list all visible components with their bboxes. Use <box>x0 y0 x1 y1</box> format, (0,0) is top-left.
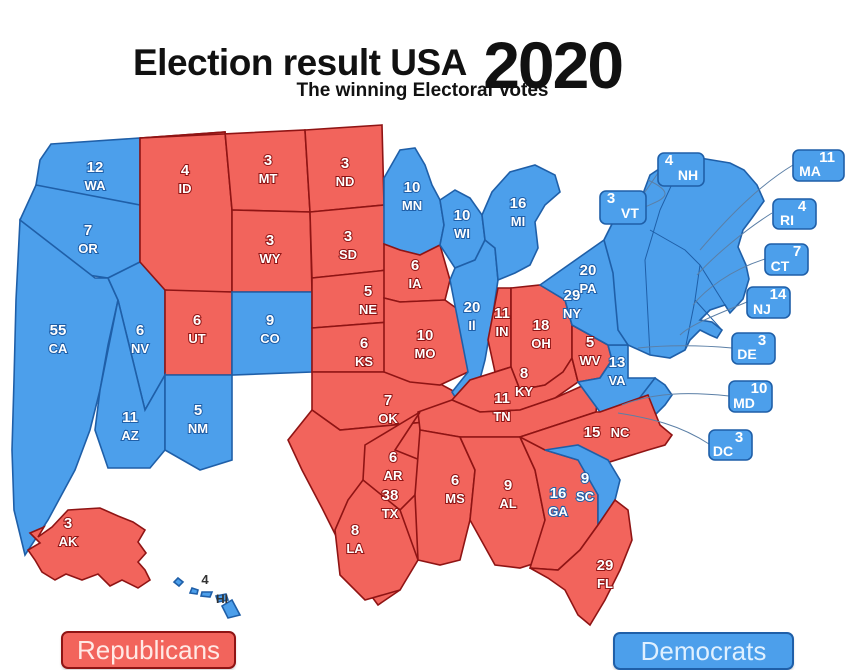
svg-text:AZ: AZ <box>121 428 138 443</box>
svg-text:3: 3 <box>344 228 352 245</box>
svg-text:NM: NM <box>188 421 208 436</box>
svg-text:6: 6 <box>193 312 201 329</box>
svg-text:VA: VA <box>608 373 626 388</box>
svg-text:6: 6 <box>389 449 397 466</box>
svg-text:11: 11 <box>819 149 835 166</box>
svg-text:29: 29 <box>564 287 581 304</box>
svg-text:12: 12 <box>87 159 104 176</box>
svg-text:7: 7 <box>384 392 392 409</box>
svg-text:NH: NH <box>678 167 698 183</box>
svg-text:AR: AR <box>384 468 403 483</box>
svg-text:MD: MD <box>733 395 755 411</box>
svg-text:SD: SD <box>339 247 357 262</box>
svg-text:7: 7 <box>793 243 801 260</box>
svg-text:20: 20 <box>580 262 597 279</box>
svg-text:5: 5 <box>194 402 202 419</box>
svg-text:10: 10 <box>404 179 421 196</box>
svg-text:3: 3 <box>735 429 743 446</box>
svg-text:AL: AL <box>499 496 516 511</box>
svg-text:MI: MI <box>511 214 525 229</box>
svg-text:9: 9 <box>266 312 274 329</box>
svg-text:HI: HI <box>216 592 228 606</box>
svg-text:WI: WI <box>454 226 470 241</box>
svg-text:NE: NE <box>359 302 377 317</box>
svg-text:3: 3 <box>266 232 274 249</box>
svg-text:13: 13 <box>609 354 626 371</box>
svg-text:18: 18 <box>533 317 550 334</box>
svg-text:VT: VT <box>621 205 639 221</box>
svg-text:DE: DE <box>737 346 756 362</box>
svg-text:SC: SC <box>576 489 595 504</box>
svg-text:29: 29 <box>597 557 614 574</box>
svg-text:5: 5 <box>586 334 594 351</box>
svg-text:OK: OK <box>378 411 398 426</box>
svg-text:MT: MT <box>259 171 278 186</box>
svg-text:Il: Il <box>468 318 475 333</box>
svg-text:LA: LA <box>346 541 364 556</box>
svg-text:CA: CA <box>49 341 68 356</box>
svg-text:UT: UT <box>188 331 205 346</box>
svg-text:OH: OH <box>531 336 551 351</box>
svg-text:6: 6 <box>451 472 459 489</box>
svg-text:OR: OR <box>78 241 98 256</box>
svg-text:38: 38 <box>382 487 399 504</box>
svg-text:55: 55 <box>50 322 67 339</box>
svg-text:GA: GA <box>548 504 568 519</box>
svg-text:16: 16 <box>550 485 567 502</box>
svg-text:4: 4 <box>181 162 190 179</box>
svg-text:TN: TN <box>493 409 510 424</box>
svg-text:9: 9 <box>581 470 589 487</box>
svg-text:NY: NY <box>563 306 581 321</box>
svg-text:11: 11 <box>494 390 510 407</box>
svg-text:NC: NC <box>611 425 630 440</box>
svg-text:MO: MO <box>415 346 436 361</box>
svg-text:3: 3 <box>264 152 272 169</box>
svg-text:WY: WY <box>260 251 281 266</box>
svg-text:14: 14 <box>770 286 787 303</box>
svg-text:KY: KY <box>515 384 533 399</box>
svg-text:TX: TX <box>382 506 399 521</box>
svg-text:AK: AK <box>59 534 78 549</box>
svg-text:ND: ND <box>336 174 355 189</box>
svg-text:11: 11 <box>122 409 138 426</box>
svg-text:8: 8 <box>520 365 528 382</box>
svg-text:DC: DC <box>713 443 733 459</box>
svg-text:IA: IA <box>409 276 423 291</box>
svg-text:5: 5 <box>364 283 372 300</box>
svg-text:6: 6 <box>136 322 144 339</box>
svg-text:3: 3 <box>64 515 72 532</box>
svg-text:6: 6 <box>411 257 419 274</box>
svg-text:FL: FL <box>597 576 613 591</box>
svg-text:MS: MS <box>445 491 465 506</box>
svg-text:3: 3 <box>341 155 349 172</box>
svg-text:20: 20 <box>464 299 481 316</box>
svg-text:10: 10 <box>417 327 434 344</box>
svg-text:4: 4 <box>665 152 674 169</box>
svg-text:4: 4 <box>798 198 807 215</box>
svg-text:MN: MN <box>402 198 422 213</box>
svg-text:3: 3 <box>758 332 766 349</box>
svg-text:WA: WA <box>85 178 107 193</box>
svg-text:KS: KS <box>355 354 373 369</box>
svg-text:RI: RI <box>780 212 794 228</box>
svg-text:10: 10 <box>454 207 471 224</box>
svg-text:9: 9 <box>504 477 512 494</box>
svg-text:NJ: NJ <box>753 301 771 317</box>
svg-text:PA: PA <box>579 281 597 296</box>
svg-text:NV: NV <box>131 341 149 356</box>
svg-text:15: 15 <box>584 424 601 441</box>
svg-text:ID: ID <box>179 181 192 196</box>
svg-text:WV: WV <box>580 353 601 368</box>
svg-text:16: 16 <box>510 195 527 212</box>
svg-text:MA: MA <box>799 163 821 179</box>
svg-text:CT: CT <box>771 258 790 274</box>
svg-text:4: 4 <box>201 572 209 587</box>
svg-text:CO: CO <box>260 331 280 346</box>
svg-text:6: 6 <box>360 335 368 352</box>
svg-text:8: 8 <box>351 522 359 539</box>
svg-text:IN: IN <box>496 324 509 339</box>
svg-text:3: 3 <box>607 190 615 207</box>
svg-text:11: 11 <box>494 305 510 322</box>
svg-text:7: 7 <box>84 222 92 239</box>
